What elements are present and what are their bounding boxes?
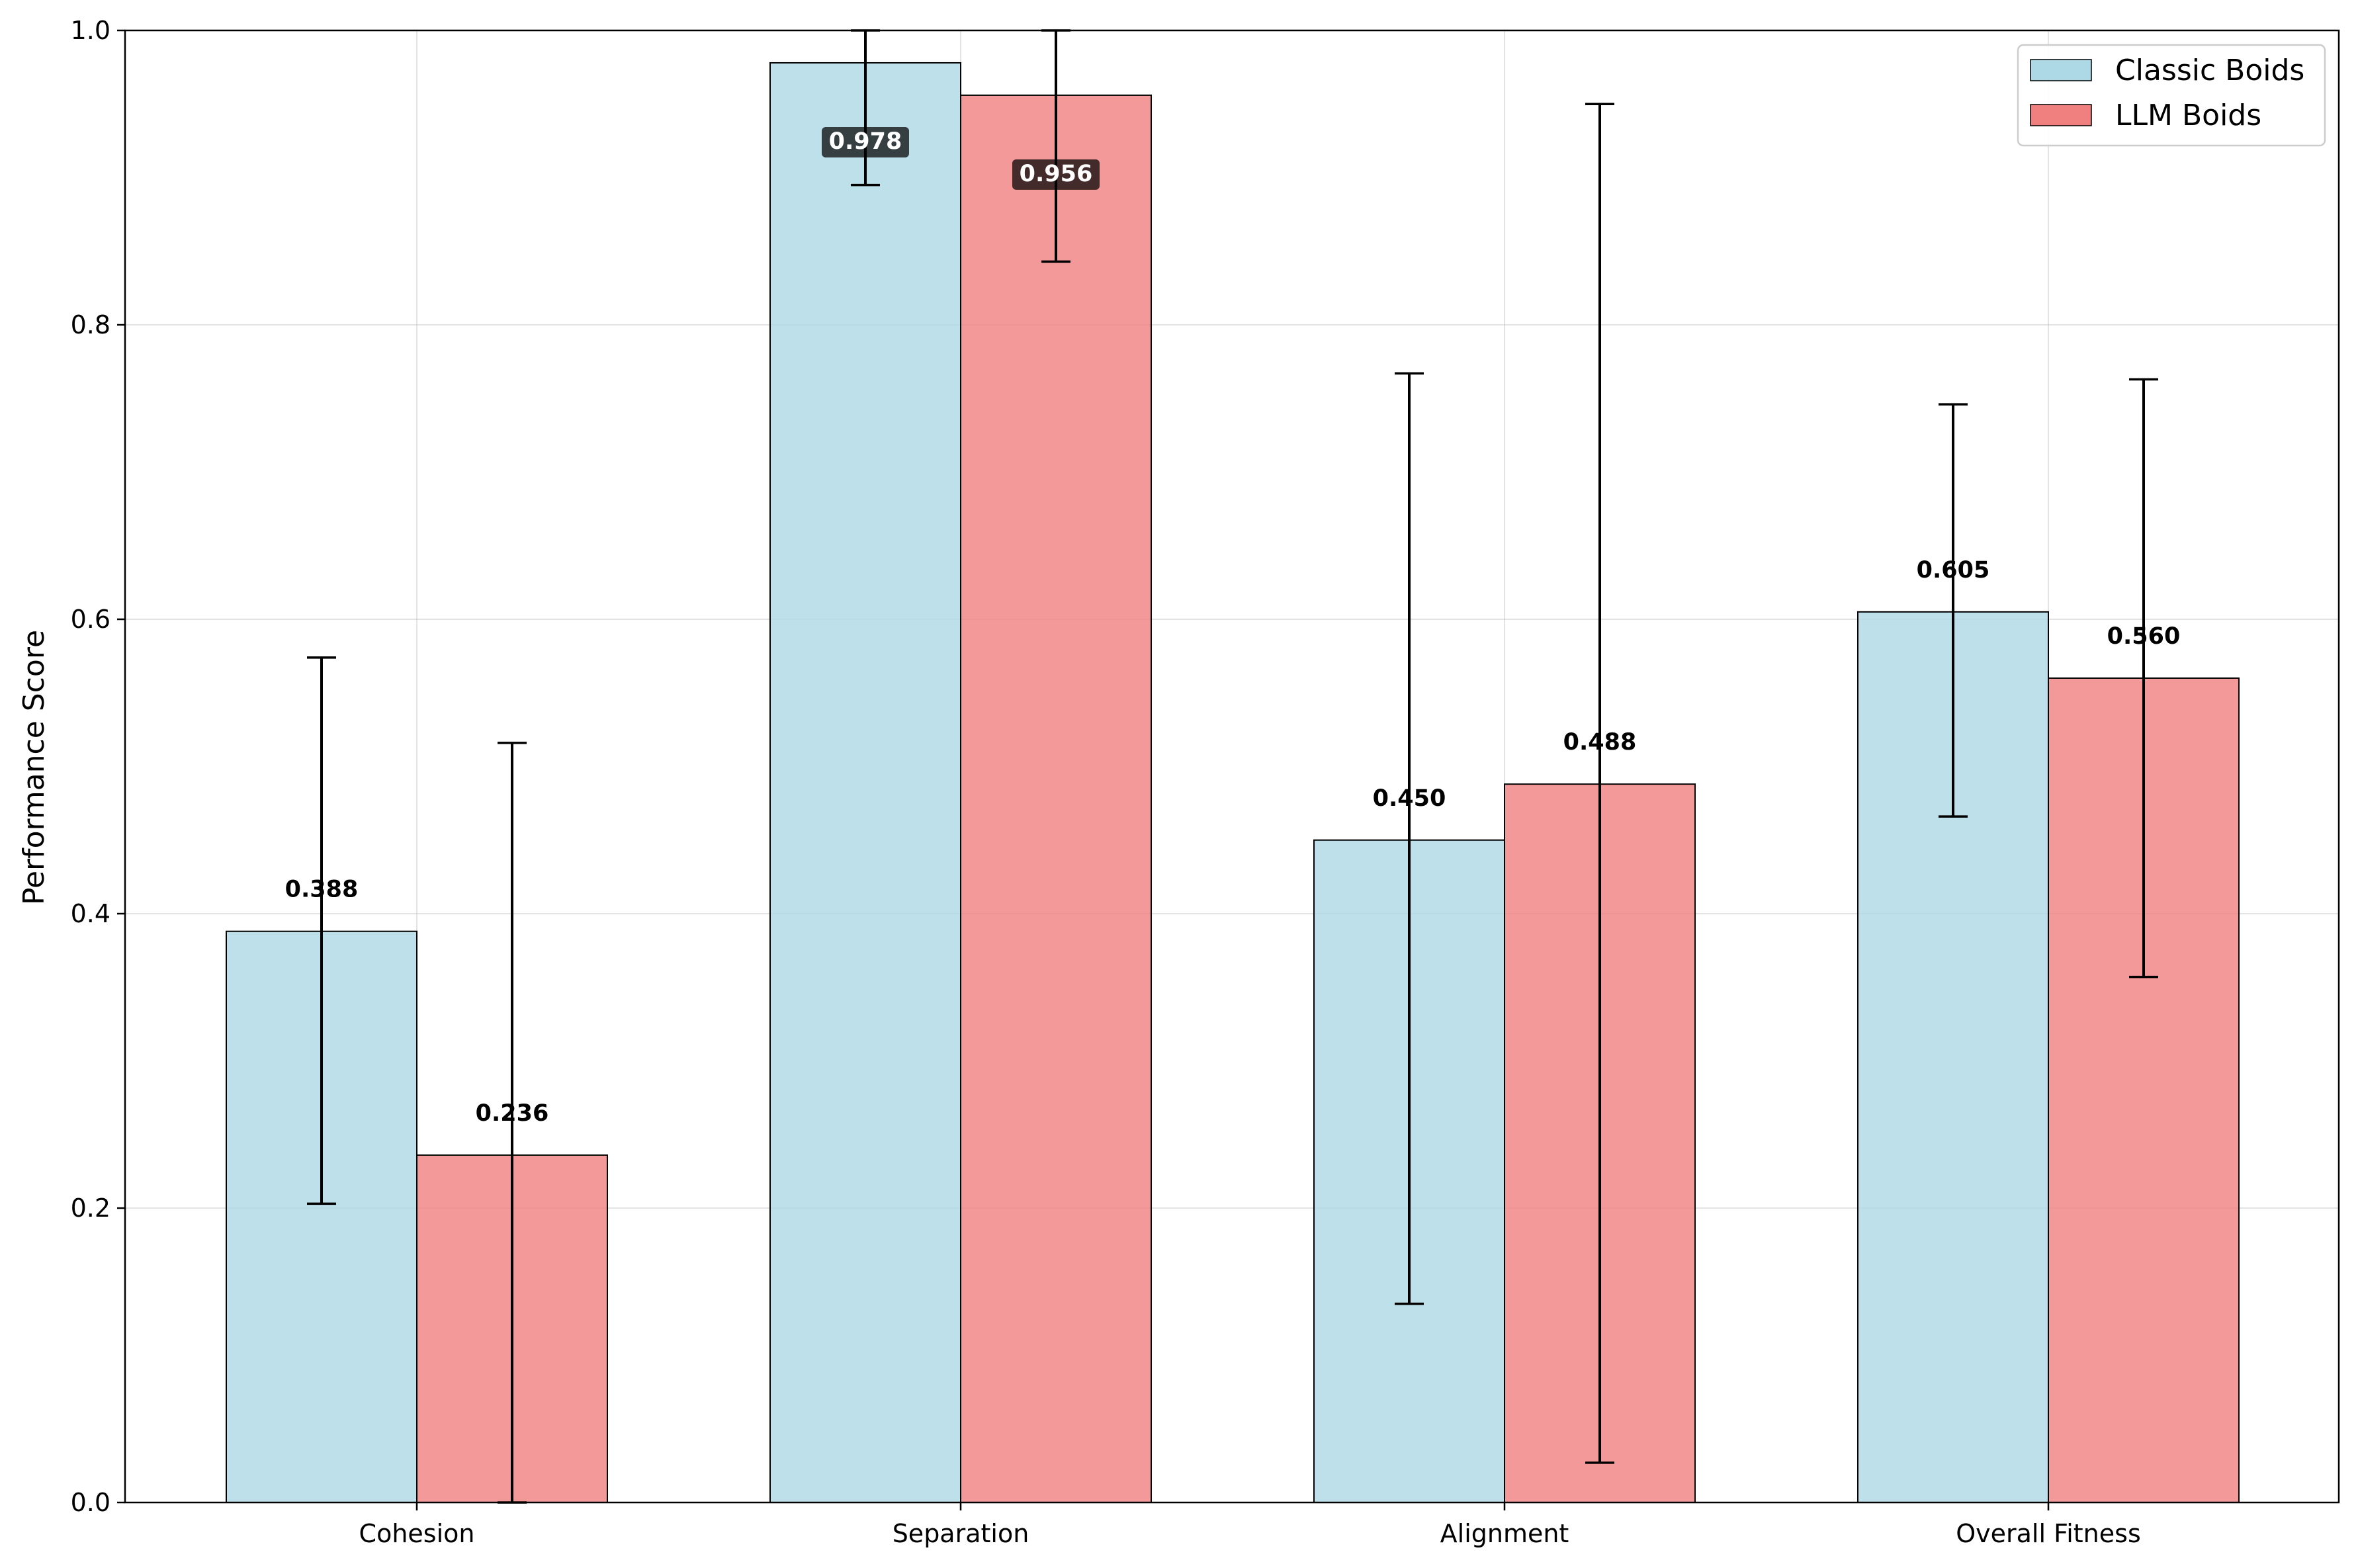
y-tick-label: 0.4 (71, 899, 110, 928)
y-axis-title: Performance Score (17, 630, 51, 905)
x-tick-label-cohesion: Cohesion (359, 1519, 475, 1548)
x-tick-label-separation: Separation (893, 1519, 1029, 1548)
legend-label-llm-boids: LLM Boids (2115, 99, 2261, 132)
legend-label-classic-boids: Classic Boids (2115, 54, 2304, 87)
value-label-llm-boids-cohesion: 0.236 (476, 1100, 549, 1127)
value-label-classic-boids-cohesion: 0.388 (285, 877, 359, 903)
y-tick-label: 0.6 (71, 605, 110, 634)
bar-classic-boids-separation (769, 62, 961, 1504)
value-label-classic-boids-separation: 0.978 (829, 128, 902, 155)
bars (226, 62, 2240, 1504)
value-label-llm-boids-separation: 0.956 (1020, 161, 1093, 187)
plot-frame (124, 29, 2340, 1504)
bar-llm-boids-separation (960, 94, 1152, 1504)
legend-swatch-llm-boids (2030, 104, 2092, 126)
axes: 0.0 0.2 0.4 0.6 0.8 1.0 Cohesion Separation Alig… (71, 16, 2141, 1548)
legend: Classic Boids LLM Boids (2017, 44, 2326, 147)
value-label-llm-boids-overall-fitness: 0.560 (2107, 623, 2181, 650)
legend-swatch-classic-boids (2030, 59, 2092, 81)
value-label-llm-boids-alignment: 0.488 (1563, 729, 1637, 756)
error-bars (307, 29, 2158, 1504)
value-label-classic-boids-alignment: 0.450 (1373, 785, 1446, 812)
y-tick-label: 0.8 (71, 310, 110, 339)
value-label-box (1012, 159, 1100, 190)
legend-frame (2017, 44, 2326, 147)
x-tick-label-alignment: Alignment (1440, 1519, 1569, 1548)
value-label-box (822, 126, 909, 157)
y-tick-label: 0.2 (71, 1194, 110, 1223)
value-label-classic-boids-overall-fitness: 0.605 (1917, 557, 1990, 584)
y-tick-label: 0.0 (71, 1488, 110, 1517)
value-labels: 0.388 0.978 0.450 0.605 0.236 0.956 0.488 0.560 (285, 126, 2181, 1127)
y-tick-label: 1.0 (71, 16, 110, 45)
x-tick-label-overall-fitness: Overall Fitness (1956, 1519, 2141, 1548)
